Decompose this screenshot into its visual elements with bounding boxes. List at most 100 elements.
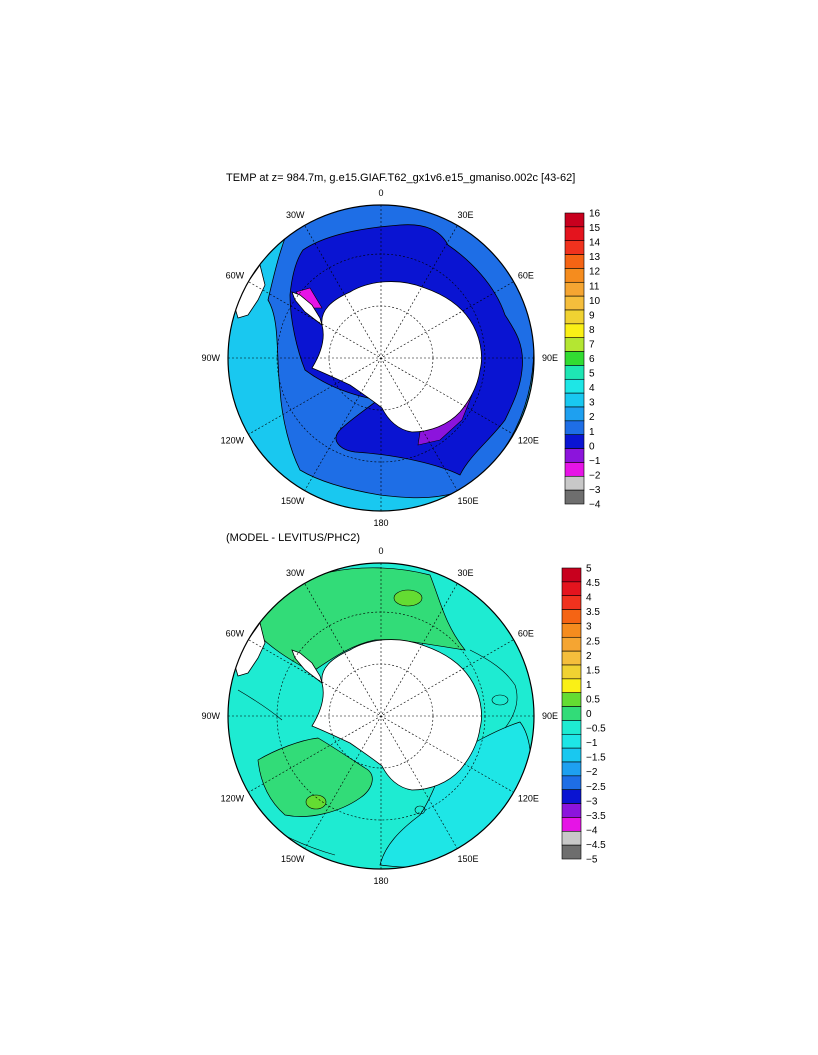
colorbar-swatch: [564, 281, 585, 297]
colorbar-swatch: [561, 817, 582, 832]
longitude-label: 30E: [458, 210, 474, 220]
longitude-label: 60E: [518, 271, 534, 281]
top-antarctic-peninsula: [291, 291, 323, 327]
bottom-map: 0 30E 60E 90E 120E 150E 180 150W 120W 90W 60W 30W 5…: [201, 546, 606, 886]
colorbar-swatch: [561, 844, 582, 860]
colorbar-swatch: [564, 448, 585, 463]
colorbar-swatch: [564, 475, 585, 491]
colorbar-label: −2: [586, 767, 598, 778]
colorbar-label: 13: [589, 252, 601, 263]
colorbar-label: −1.5: [586, 753, 606, 764]
colorbar-swatch: [561, 761, 582, 777]
longitude-label: 150W: [281, 496, 305, 506]
colorbar-label: 9: [589, 310, 595, 321]
top-map-border: [227, 204, 535, 512]
colorbar-swatch: [564, 212, 585, 228]
longitude-label: 60W: [226, 629, 245, 639]
colorbar-label: 0: [589, 441, 595, 452]
longitude-label: 180: [373, 876, 388, 886]
bottom-meridians: [228, 563, 534, 869]
colorbar-swatch: [561, 692, 582, 707]
colorbar-swatch: [561, 803, 582, 818]
colorbar-swatch: [564, 295, 585, 311]
colorbar-swatch: [564, 240, 585, 255]
colorbar-swatch: [561, 678, 582, 694]
colorbar-label: −3.5: [586, 811, 606, 822]
colorbar-label: −4.5: [586, 840, 606, 851]
colorbar-label: 4: [589, 383, 595, 394]
colorbar-swatch: [564, 434, 585, 449]
colorbar-label: 10: [589, 296, 601, 307]
colorbar-label: −5: [586, 855, 598, 866]
colorbar-label: 0: [586, 709, 592, 720]
longitude-label: 0: [378, 546, 383, 556]
colorbar-swatch: [564, 226, 585, 242]
colorbar-label: −0.5: [586, 724, 606, 735]
colorbar-label: 3: [589, 398, 595, 409]
longitude-label: 150E: [458, 496, 479, 506]
colorbar-swatch: [564, 309, 585, 325]
longitude-label: 0: [378, 188, 383, 198]
colorbar-swatch: [564, 462, 585, 477]
colorbar-swatch: [561, 789, 582, 804]
colorbar-label: −2: [589, 470, 601, 481]
colorbar-label: 11: [589, 281, 600, 292]
colorbar-swatch: [561, 595, 582, 610]
longitude-label: 120W: [221, 794, 245, 804]
colorbar-swatch: [561, 706, 582, 721]
colorbar-swatch: [561, 609, 582, 624]
colorbar-swatch: [561, 567, 582, 583]
longitude-label: 90E: [542, 353, 558, 363]
colorbar-swatch: [561, 623, 582, 638]
colorbar-label: −4: [589, 500, 601, 511]
colorbar-swatch: [561, 664, 582, 680]
bottom-longitude-labels: 0 30E 60E 90E 120E 150E 180 150W 120W 90W 60W 30W: [201, 546, 558, 886]
colorbar-swatch: [564, 268, 585, 283]
colorbar-label: −4: [586, 825, 598, 836]
longitude-label: 60W: [226, 271, 245, 281]
colorbar-label: 15: [589, 223, 601, 234]
colorbar-label: 1: [586, 680, 592, 691]
colorbar-swatch: [564, 365, 585, 380]
longitude-label: 30W: [286, 210, 305, 220]
colorbar-swatch: [561, 775, 582, 791]
bottom-antarctica: [311, 639, 482, 791]
colorbar-label: 0.5: [586, 695, 600, 706]
longitude-label: 60E: [518, 629, 534, 639]
colorbar-swatch: [561, 581, 582, 597]
bottom-colorbar: 5 4.5 4 3.5 3 2.5 2 1.5 1 0.5 0 −0.5 −1 −1.5 −2 −2.5 −3 −…: [561, 564, 606, 866]
colorbar-label: 5: [586, 564, 592, 575]
colorbar-label: 16: [589, 209, 601, 220]
longitude-label: 150W: [281, 854, 305, 864]
colorbar-swatch: [561, 830, 582, 846]
colorbar-label: 2.5: [586, 636, 600, 647]
bottom-positive-anomaly-west: [257, 737, 373, 817]
colorbar-swatch: [564, 392, 585, 408]
colorbar-swatch: [561, 733, 582, 749]
colorbar-label: 2: [589, 412, 595, 423]
colorbar-swatch: [564, 323, 585, 339]
colorbar-swatch: [564, 406, 585, 422]
longitude-label: 30E: [458, 568, 474, 578]
colorbar-label: 2: [586, 651, 592, 662]
colorbar-swatch: [561, 720, 582, 735]
colorbar-label: 3.5: [586, 607, 600, 618]
colorbar-label: −3: [586, 796, 598, 807]
colorbar-label: 12: [589, 267, 601, 278]
colorbar-swatch: [564, 489, 585, 505]
colorbar-label: 1: [589, 427, 595, 438]
bottom-antarctic-peninsula: [291, 649, 323, 685]
colorbar-label: 4: [586, 593, 592, 604]
colorbar-swatch: [561, 636, 582, 652]
colorbar-swatch: [561, 650, 582, 666]
colorbar-label: 6: [589, 354, 595, 365]
colorbar-label: −3: [589, 485, 601, 496]
colorbar-swatch: [564, 378, 585, 394]
colorbar-label: 8: [589, 325, 595, 336]
colorbar-label: 1.5: [586, 665, 600, 676]
top-map-title: TEMP at z= 984.7m, g.e15.GIAF.T62_gx1v6.…: [226, 172, 576, 184]
top-longitude-labels: 0 30E 60E 90E 120E 150E 180 150W 120W 90W 60W 30W: [201, 188, 558, 528]
